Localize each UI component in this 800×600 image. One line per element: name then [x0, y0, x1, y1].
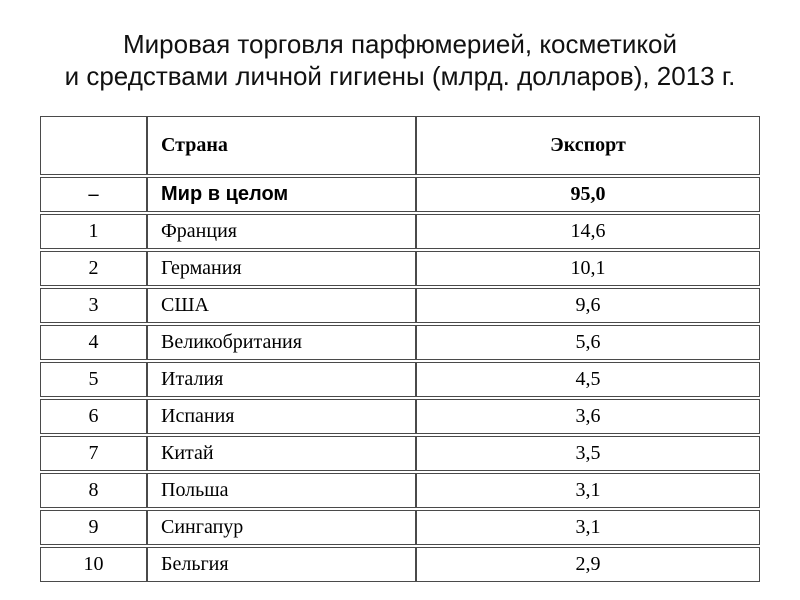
- cell-rank: –: [40, 177, 147, 212]
- cell-rank: 2: [40, 251, 147, 286]
- cell-export: 2,9: [416, 547, 760, 582]
- cell-export: 9,6: [416, 288, 760, 323]
- cell-country: Великобритания: [147, 325, 416, 360]
- header-cell-country: Страна: [147, 116, 416, 175]
- table-row: 8 Польша 3,1: [40, 473, 760, 508]
- table-row: 9 Сингапур 3,1: [40, 510, 760, 545]
- cell-country: Франция: [147, 214, 416, 249]
- cell-country: Мир в целом: [147, 177, 416, 212]
- cell-export: 5,6: [416, 325, 760, 360]
- cell-rank: 9: [40, 510, 147, 545]
- table-row: 10 Бельгия 2,9: [40, 547, 760, 582]
- cell-rank: 7: [40, 436, 147, 471]
- cell-country: Испания: [147, 399, 416, 434]
- cell-rank: 5: [40, 362, 147, 397]
- cell-export: 3,1: [416, 510, 760, 545]
- cell-export: 3,1: [416, 473, 760, 508]
- cell-rank: 1: [40, 214, 147, 249]
- cell-rank: 10: [40, 547, 147, 582]
- cell-export: 3,6: [416, 399, 760, 434]
- table-row: 2 Германия 10,1: [40, 251, 760, 286]
- table-row: 6 Испания 3,6: [40, 399, 760, 434]
- table-row: 7 Китай 3,5: [40, 436, 760, 471]
- cell-country: Италия: [147, 362, 416, 397]
- cell-country: Германия: [147, 251, 416, 286]
- cell-rank: 4: [40, 325, 147, 360]
- header-cell-export: Экспорт: [416, 116, 760, 175]
- table-row: 4 Великобритания 5,6: [40, 325, 760, 360]
- table-header-row: Страна Экспорт: [40, 116, 760, 175]
- slide-title-line2: и средствами личной гигиены (млрд. долла…: [64, 61, 736, 91]
- cell-country: Бельгия: [147, 547, 416, 582]
- cell-export: 4,5: [416, 362, 760, 397]
- cell-export: 95,0: [416, 177, 760, 212]
- cell-export: 14,6: [416, 214, 760, 249]
- cell-rank: 6: [40, 399, 147, 434]
- cell-export: 3,5: [416, 436, 760, 471]
- cell-country: Польша: [147, 473, 416, 508]
- slide-title-line1: Мировая торговля парфюмерией, косметикой: [122, 29, 677, 59]
- cell-rank: 8: [40, 473, 147, 508]
- cell-country: Китай: [147, 436, 416, 471]
- cell-export: 10,1: [416, 251, 760, 286]
- header-cell-rank: [40, 116, 147, 175]
- cell-rank: 3: [40, 288, 147, 323]
- table-row-world-total: – Мир в целом 95,0: [40, 177, 760, 212]
- table-row: 3 США 9,6: [40, 288, 760, 323]
- cell-country: США: [147, 288, 416, 323]
- table-row: 1 Франция 14,6: [40, 214, 760, 249]
- slide-title: Мировая торговля парфюмерией, косметикой…: [0, 28, 800, 92]
- export-table: Страна Экспорт – Мир в целом 95,0 1 Фран…: [40, 114, 760, 584]
- cell-country: Сингапур: [147, 510, 416, 545]
- table-row: 5 Италия 4,5: [40, 362, 760, 397]
